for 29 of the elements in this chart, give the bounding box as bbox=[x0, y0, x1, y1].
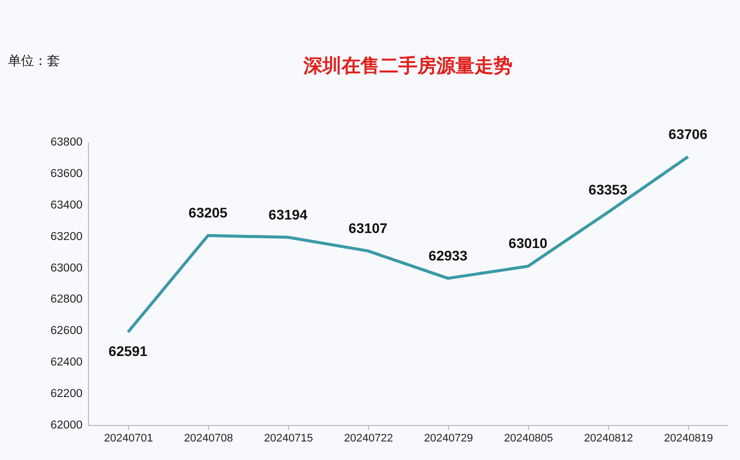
data-label: 63010 bbox=[508, 235, 548, 252]
x-tick-label: 20240722 bbox=[344, 432, 393, 444]
x-tick-label: 20240715 bbox=[264, 432, 313, 444]
y-tick-label: 63200 bbox=[50, 230, 82, 243]
x-tick-label: 20240701 bbox=[104, 432, 153, 444]
x-tick-label: 20240708 bbox=[184, 432, 233, 444]
y-tick-label: 62600 bbox=[50, 325, 82, 338]
data-label: 62933 bbox=[428, 247, 468, 264]
x-tick-label: 20240812 bbox=[584, 432, 633, 444]
y-tick-label: 63600 bbox=[50, 168, 82, 180]
chart-title: 深圳在售二手房源量走势 bbox=[302, 54, 512, 77]
y-tick-label: 62000 bbox=[50, 420, 82, 432]
x-tick-label: 20240729 bbox=[424, 432, 473, 444]
data-label: 63353 bbox=[588, 181, 628, 198]
data-label: 63205 bbox=[188, 204, 228, 221]
data-label: 63107 bbox=[348, 220, 388, 236]
data-label: 62591 bbox=[108, 343, 148, 360]
data-label: 63194 bbox=[268, 206, 308, 222]
y-tick-label: 63400 bbox=[50, 199, 82, 212]
x-tick-label: 20240819 bbox=[664, 432, 713, 444]
text: 单位：套 bbox=[8, 53, 60, 70]
data-label: 63706 bbox=[668, 126, 708, 142]
line-series bbox=[126, 155, 690, 334]
y-tick-label: 62200 bbox=[50, 388, 82, 400]
y-tick-label: 63800 bbox=[50, 136, 82, 148]
y-tick-label: 62800 bbox=[50, 294, 82, 306]
y-tick-label: 63000 bbox=[50, 262, 82, 274]
x-tick-label: 20240805 bbox=[504, 432, 553, 444]
y-tick-label: 62400 bbox=[50, 356, 82, 369]
